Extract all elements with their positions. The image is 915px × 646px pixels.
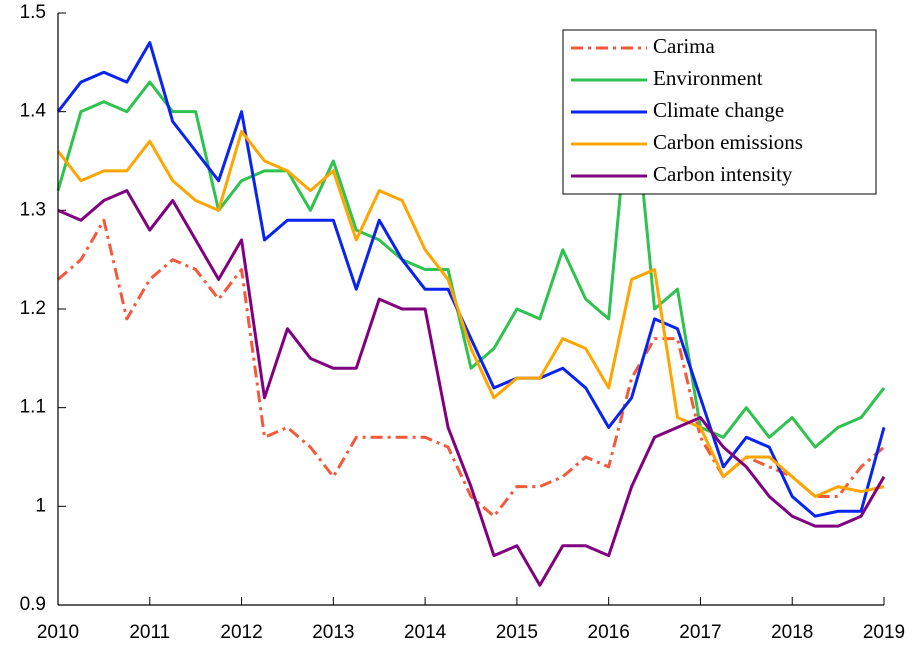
y-tick-label: 1.2: [20, 298, 46, 319]
x-tick-label: 2016: [588, 622, 630, 643]
x-tick-label: 2015: [496, 622, 538, 643]
series-line: [57, 189, 886, 587]
legend-label: Carima: [653, 34, 715, 58]
y-tick-label: 0.9: [20, 594, 46, 615]
x-tick-label: 2014: [404, 622, 447, 643]
y-tick-label: 1: [35, 495, 46, 516]
y-tick-label: 1.3: [20, 199, 46, 220]
x-tick-label: 2012: [220, 622, 262, 643]
x-tick-label: 2011: [129, 622, 170, 643]
legend-label: Carbon emissions: [653, 130, 803, 154]
x-tick-label: 2019: [863, 622, 905, 643]
legend: Carima Environment Climate change Carbon em…: [562, 29, 877, 195]
y-tick-label: 1.1: [20, 397, 46, 418]
y-tick-label: 1.4: [20, 101, 47, 122]
x-tick-label: 2017: [679, 622, 721, 643]
legend-label: Climate change: [653, 98, 784, 122]
legend-label: Carbon intensity: [653, 162, 793, 186]
legend-label: Environment: [653, 66, 763, 90]
y-tick-label: 1.5: [20, 2, 46, 23]
x-tick-label: 2010: [37, 622, 79, 643]
series-line: [56, 129, 885, 498]
series-line: [56, 70, 886, 449]
x-tick-label: 2018: [771, 622, 813, 643]
series-line: [56, 41, 886, 518]
x-tick-label: 2013: [312, 622, 354, 643]
